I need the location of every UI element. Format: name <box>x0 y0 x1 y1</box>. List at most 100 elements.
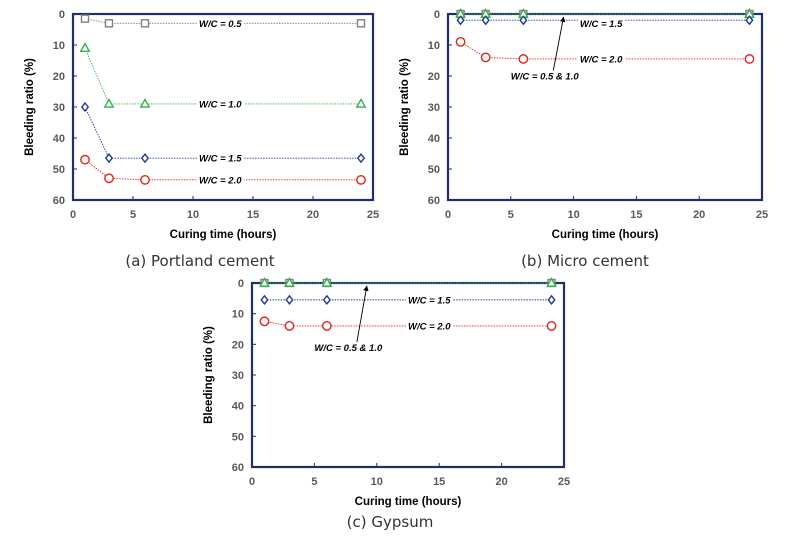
x-tick-label: 10 <box>371 476 383 488</box>
x-tick-label: 5 <box>311 476 317 488</box>
x-tick-label: 0 <box>249 476 255 488</box>
x-tick-label: 15 <box>433 476 445 488</box>
y-tick-label: 60 <box>232 462 244 474</box>
data-point-wc20 <box>321 321 332 331</box>
data-point-wc10 <box>103 97 115 108</box>
data-point-wc20 <box>455 37 466 47</box>
data-point-wc15 <box>285 294 294 305</box>
x-axis-title: Curing time (hours) <box>170 229 277 241</box>
data-point-wc15 <box>356 153 366 164</box>
annotation-backing <box>197 99 245 111</box>
y-tick-label: 60 <box>53 195 65 207</box>
data-point-wc20 <box>546 321 557 331</box>
y-tick-label: 0 <box>59 9 65 21</box>
x-tick-label: 20 <box>693 209 705 221</box>
x-tick-label: 25 <box>367 209 379 221</box>
data-point-wc20 <box>140 174 150 185</box>
y-axis-title: Bleeding ratio (%) <box>24 58 36 156</box>
y-tick-label: 50 <box>232 431 244 443</box>
y-tick-label: 60 <box>428 195 440 207</box>
x-axis-title: Curing time (hours) <box>355 496 462 508</box>
data-point-wc05 <box>140 19 150 28</box>
annotation-arrow <box>356 285 369 342</box>
y-tick-label: 0 <box>238 278 244 290</box>
x-tick-label: 5 <box>508 209 514 221</box>
y-tick-label: 40 <box>53 133 65 145</box>
data-point-wc20 <box>480 52 491 63</box>
annotation-backing <box>577 54 626 66</box>
x-tick-label: 15 <box>247 209 259 221</box>
chart-micro-cement: 0 10 20 30 40 50 60 0 5 10 15 20 25 Curing time (hour… <box>399 8 768 270</box>
annotation-label: W/C = 0.5 & 1.0 <box>511 72 580 83</box>
y-tick-label: 0 <box>434 9 440 21</box>
figure-caption: (a) Portland cement <box>125 252 274 270</box>
figure-caption: (b) Micro cement <box>521 252 649 270</box>
data-point-wc15 <box>481 15 490 26</box>
y-tick-label: 30 <box>428 102 440 114</box>
annotation-label: W/C = 1.5 <box>199 154 242 165</box>
annotation-label: W/C = 2.0 <box>408 321 451 332</box>
x-tick-label: 10 <box>187 209 199 221</box>
annotation-backing <box>406 295 454 307</box>
annotation-label: W/C = 2.0 <box>580 54 623 65</box>
data-point-wc15 <box>519 15 528 26</box>
x-tick-label: 15 <box>630 209 642 221</box>
data-point-wc15 <box>745 15 754 26</box>
annotation-label: W/C = 2.0 <box>199 175 242 186</box>
annotation-label: W/C = 0.5 & 1.0 <box>314 343 383 354</box>
data-point-wc20 <box>104 173 114 184</box>
y-tick-label: 50 <box>53 164 65 176</box>
x-axis-title: Curing time (hours) <box>552 229 659 241</box>
data-point-wc15 <box>260 294 269 305</box>
x-tick-label: 10 <box>567 209 579 221</box>
annotation-label: W/C = 1.0 <box>199 99 242 110</box>
y-tick-label: 20 <box>53 71 65 83</box>
data-point-wc10 <box>321 277 333 287</box>
y-axis-title: Bleeding ratio (%) <box>399 58 411 156</box>
annotation-label: W/C = 1.5 <box>408 295 451 306</box>
series-line-wc05 <box>84 18 361 24</box>
data-point-wc20 <box>80 154 90 165</box>
y-tick-label: 30 <box>232 370 244 382</box>
x-tick-label: 20 <box>307 209 319 221</box>
data-point-wc05 <box>80 14 90 23</box>
chart-portland-cement: 0 10 20 30 40 50 60 0 5 10 15 20 25 Curing time (hour… <box>24 9 379 270</box>
y-tick-label: 40 <box>232 401 244 413</box>
annotation-backing <box>197 175 245 187</box>
y-tick-label: 40 <box>428 133 440 145</box>
x-tick-label: 20 <box>495 476 507 488</box>
series-line-wc20 <box>460 41 750 60</box>
annotation-label: W/C = 0.5 <box>199 19 242 30</box>
y-tick-label: 10 <box>53 40 65 52</box>
y-tick-label: 10 <box>428 40 440 52</box>
x-tick-label: 0 <box>445 209 451 221</box>
data-point-wc05 <box>104 19 114 28</box>
annotation-backing <box>312 342 385 354</box>
data-point-wc20 <box>259 316 270 327</box>
data-point-wc10 <box>284 277 295 287</box>
y-tick-label: 30 <box>53 102 65 114</box>
annotation-backing <box>197 153 245 165</box>
data-point-wc20 <box>518 54 529 64</box>
x-tick-label: 0 <box>70 209 76 221</box>
data-point-wc10 <box>546 277 557 287</box>
data-point-wc15 <box>80 101 90 113</box>
y-tick-label: 50 <box>428 164 440 176</box>
x-tick-label: 25 <box>558 476 570 488</box>
data-point-wc20 <box>284 321 295 331</box>
data-point-wc15 <box>322 294 331 305</box>
series-line-wc20 <box>264 320 552 327</box>
plot-frame <box>250 281 566 469</box>
y-tick-label: 20 <box>232 339 244 351</box>
plot-frame <box>446 12 764 202</box>
annotation-backing <box>197 18 245 30</box>
data-point-wc10 <box>139 97 151 108</box>
figure-caption: (c) Gypsum <box>347 513 434 531</box>
annotation-backing <box>577 18 626 30</box>
chart-gypsum: 0 10 20 30 40 50 60 0 5 10 15 20 25 Curing time (hour… <box>203 277 570 531</box>
data-point-wc20 <box>356 174 366 185</box>
series-line-wc15 <box>84 106 361 159</box>
data-point-wc10 <box>259 277 270 287</box>
data-point-wc15 <box>547 294 556 305</box>
